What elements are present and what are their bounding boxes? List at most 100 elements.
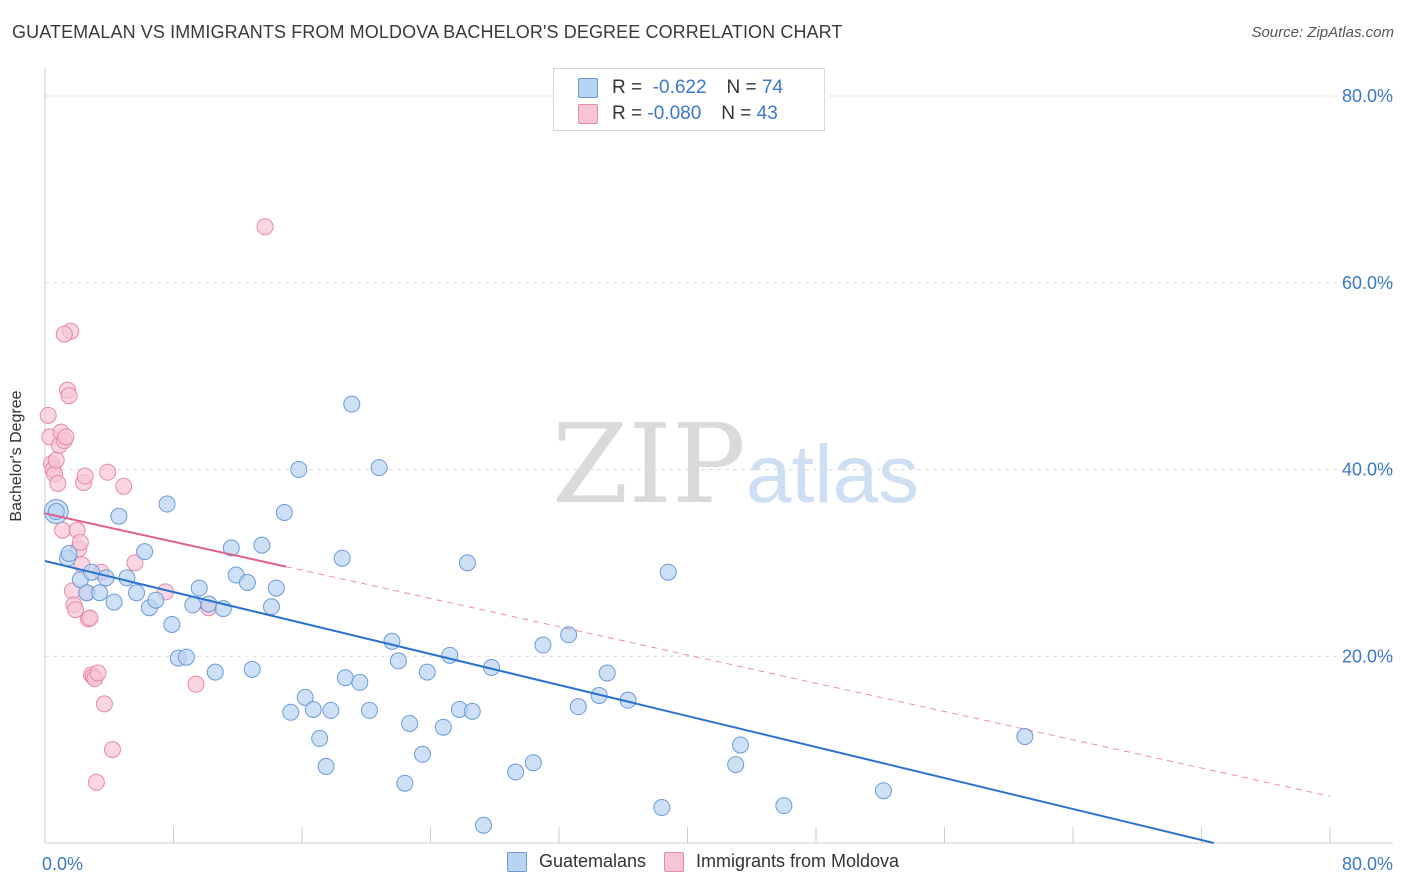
moldova-point <box>95 695 113 713</box>
moldova-point <box>57 428 75 446</box>
guatemalan-point <box>262 598 280 616</box>
moldova-trend-extension <box>285 566 1331 797</box>
moldova-point <box>60 387 78 405</box>
legend-row-guatemalans: R = -0.622 N = 74 <box>578 75 783 101</box>
y-axis-label: Bachelor's Degree <box>8 390 25 522</box>
guatemalan-point <box>253 536 271 554</box>
source-credit: Source: ZipAtlas.com <box>1251 24 1394 41</box>
guatemalan-point <box>413 745 431 763</box>
legend-r-value-guatemalans: -0.622 <box>652 77 707 98</box>
watermark: ZIPatlas <box>552 400 919 528</box>
guatemalan-point <box>507 763 525 781</box>
guatemalan-point <box>290 461 308 478</box>
moldova-point <box>89 664 107 682</box>
legend-label-guatemalans: Guatemalans <box>538 851 646 871</box>
guatemalan-point <box>60 545 78 563</box>
chart-title: GUATEMALAN VS IMMIGRANTS FROM MOLDOVA BA… <box>12 22 843 42</box>
guatemalan-point <box>389 652 407 670</box>
guatemalan-points <box>43 395 1034 834</box>
guatemalan-point <box>91 584 109 602</box>
legend-swatch-blue <box>578 78 598 98</box>
guatemalan-point <box>296 688 314 706</box>
watermark-atlas: atlas <box>745 429 920 520</box>
legend-r-value-moldova: -0.080 <box>647 103 702 124</box>
moldova-point <box>87 773 105 791</box>
guatemalan-point <box>311 729 329 747</box>
guatemalan-point <box>304 700 322 718</box>
moldova-point <box>49 475 67 493</box>
guatemalan-point <box>184 596 202 614</box>
guatemalan-point <box>1016 728 1034 746</box>
guatemalan-point <box>105 593 123 611</box>
guatemalan-point <box>163 616 181 634</box>
y-tick-label: 60.0% <box>1342 273 1393 293</box>
guatemalan-point <box>560 626 578 644</box>
guatemalan-point <box>317 757 335 775</box>
moldova-point <box>115 477 133 495</box>
guatemalan-point <box>336 669 354 687</box>
guatemalan-point <box>243 660 261 678</box>
moldova-point <box>67 601 85 619</box>
guatemalan-point <box>158 495 176 513</box>
axes <box>44 68 1393 844</box>
guatemalan-point <box>727 756 745 774</box>
guatemalan-point <box>267 579 285 597</box>
guatemalan-point <box>110 507 128 525</box>
legend-swatch-pink <box>664 851 684 872</box>
guatemalan-point <box>333 549 351 567</box>
legend-item-guatemalans[interactable]: Guatemalans <box>506 851 646 872</box>
moldova-point <box>99 463 117 481</box>
gridlines <box>45 95 1393 657</box>
moldova-point <box>39 406 57 424</box>
y-tick-label: 40.0% <box>1342 460 1393 480</box>
guatemalan-point <box>434 718 452 736</box>
watermark-zip: ZIP <box>552 400 746 528</box>
guatemalan-point <box>370 459 388 477</box>
guatemalan-point <box>874 782 892 800</box>
legend-r-label: R = <box>612 77 643 98</box>
guatemalan-point <box>206 663 224 681</box>
series-legend: Guatemalans Immigrants from Moldova <box>0 851 1406 872</box>
guatemalan-point <box>118 569 136 587</box>
legend-n-label: N = <box>726 77 757 98</box>
legend-row-moldova: R = -0.080 N = 43 <box>578 101 778 127</box>
x-tick-label: 0.0% <box>42 854 83 874</box>
guatemalan-point <box>659 563 677 581</box>
guatemalan-point <box>343 395 361 413</box>
guatemalan-point <box>653 799 671 817</box>
moldova-point <box>256 218 274 236</box>
moldova-point <box>103 741 121 759</box>
guatemalan-point <box>418 663 436 681</box>
legend-r-label: R = <box>612 103 643 124</box>
guatemalan-point <box>222 539 240 557</box>
guatemalan-point <box>275 503 293 521</box>
legend-swatch-pink <box>578 104 598 124</box>
moldova-point <box>54 521 72 539</box>
guatemalan-point <box>569 698 587 716</box>
moldova-point <box>76 467 94 485</box>
legend-n-value-guatemalans: 74 <box>761 77 784 98</box>
moldova-point <box>47 451 65 469</box>
tick-labels: 20.0% 40.0% 60.0% 80.0% 0.0% 80.0% <box>42 86 1393 874</box>
guatemalan-point <box>128 584 146 602</box>
y-tick-label: 80.0% <box>1342 86 1393 106</box>
guatemalan-point <box>351 673 369 691</box>
guatemalan-point <box>322 701 340 719</box>
guatemalan-point <box>177 648 195 666</box>
moldova-point <box>71 533 89 551</box>
moldova-point <box>187 675 205 693</box>
trend-lines <box>44 512 1331 844</box>
legend-item-moldova[interactable]: Immigrants from Moldova <box>664 851 899 872</box>
guatemalan-point <box>396 774 414 792</box>
guatemalan-point <box>360 701 378 719</box>
correlation-legend: R = -0.622 N = 74 R = -0.080 N = 43 <box>553 68 825 131</box>
legend-n-value-moldova: 43 <box>756 103 778 124</box>
legend-swatch-blue <box>506 851 527 872</box>
x-tick-label: 80.0% <box>1342 854 1393 874</box>
guatemalan-point <box>598 664 616 682</box>
guatemalan-point <box>458 554 476 572</box>
guatemalan-point <box>401 714 419 732</box>
guatemalan-point <box>524 754 542 772</box>
guatemalan-point <box>463 702 481 720</box>
